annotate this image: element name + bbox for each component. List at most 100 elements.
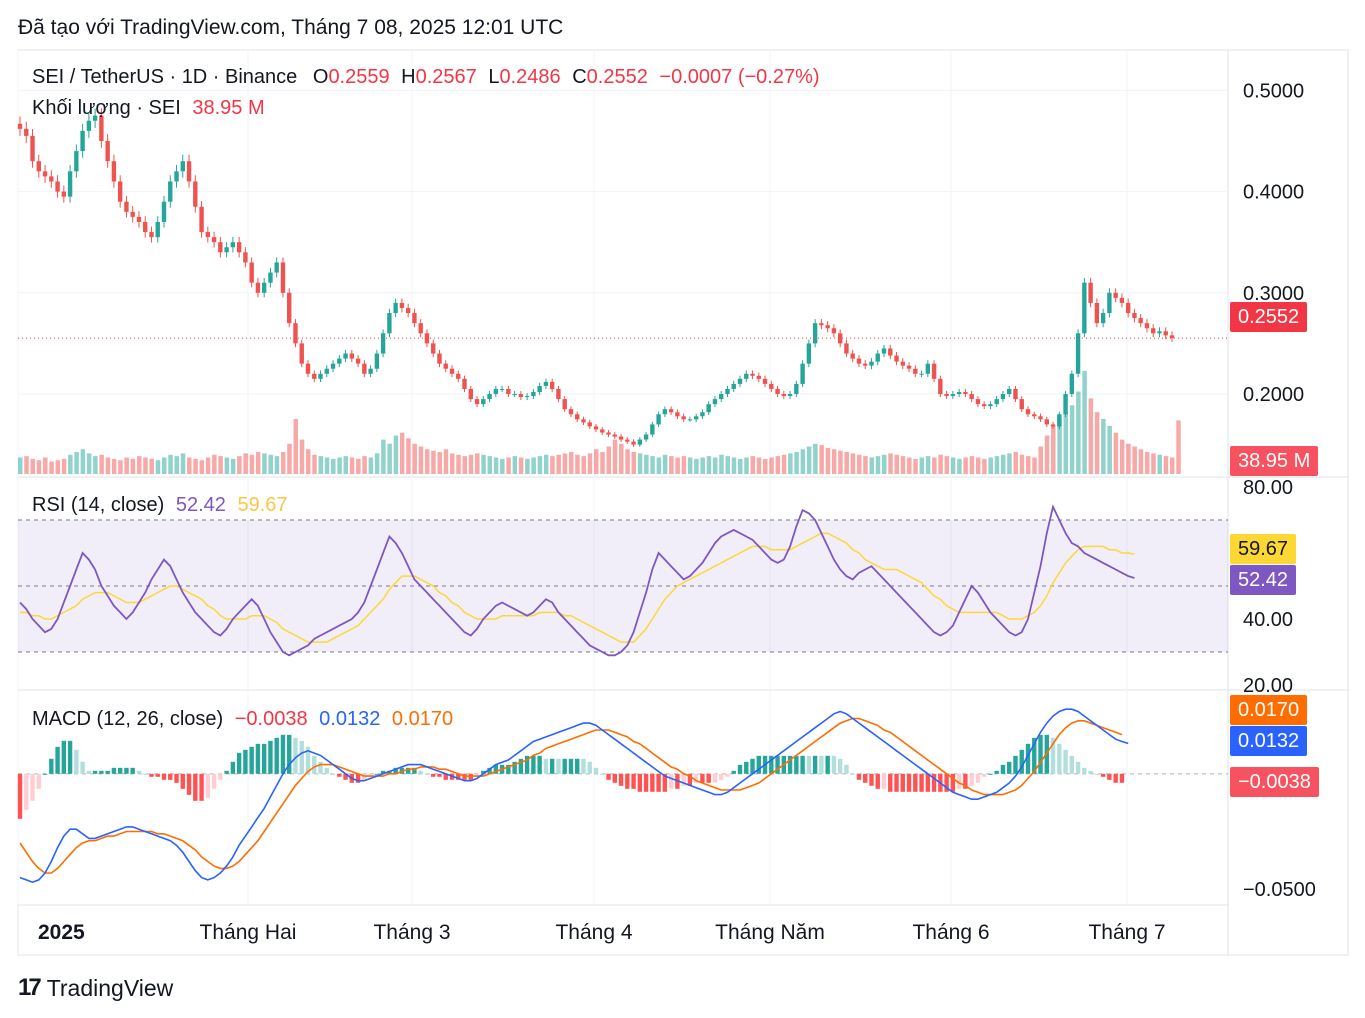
- candle-body: [643, 434, 649, 440]
- candle-body: [337, 358, 342, 364]
- candle-body: [543, 381, 549, 386]
- macd-histogram-bar: [261, 743, 267, 774]
- rsi-label[interactable]: RSI (14, close): [32, 494, 165, 516]
- volume-bar: [249, 454, 255, 474]
- candle-body: [1032, 414, 1037, 417]
- macd-histogram-bar: [919, 773, 924, 792]
- macd-tick-label: −0.0500: [1243, 879, 1316, 901]
- macd-histogram-bar: [80, 761, 85, 774]
- candle-body: [662, 409, 668, 415]
- volume-bar: [1101, 419, 1106, 474]
- volume-bar: [963, 457, 968, 474]
- volume-bar: [387, 443, 392, 474]
- volume-bar: [24, 456, 29, 474]
- macd-histogram-bar: [143, 773, 148, 775]
- macd-histogram-bar: [168, 773, 173, 780]
- candle-body: [305, 363, 311, 374]
- macd-label[interactable]: MACD (12, 26, close): [32, 708, 224, 730]
- macd-histogram-bar: [994, 770, 999, 774]
- candle-body: [606, 432, 611, 435]
- rsi-line: [19, 504, 1135, 657]
- candle-body: [24, 128, 29, 136]
- candle-body: [1057, 414, 1062, 427]
- volume-bar: [587, 453, 593, 474]
- volume-bar: [719, 454, 724, 474]
- macd-histogram-bar: [36, 773, 41, 789]
- candle-body: [587, 422, 592, 427]
- volume-bar: [650, 456, 655, 474]
- volume-bar: [149, 458, 154, 474]
- volume-label[interactable]: Khối lượng · SEI: [32, 97, 181, 119]
- macd-histogram-bar: [130, 767, 135, 774]
- macd-histogram-bar: [305, 746, 311, 774]
- volume-bar: [631, 452, 637, 474]
- candle-body: [130, 211, 135, 217]
- macd-histogram-bar: [174, 773, 179, 783]
- volume-bar: [550, 456, 555, 474]
- symbol-label[interactable]: SEI / TetherUS · 1D · Binance: [32, 66, 298, 88]
- volume-badge: 38.95 M: [1230, 446, 1319, 476]
- macd-histogram-bar: [850, 773, 855, 775]
- candle-body: [506, 388, 511, 395]
- macd-histogram-bar: [524, 755, 530, 774]
- volume-bar: [1088, 398, 1094, 474]
- macd-histogram-bar: [512, 761, 517, 774]
- macd-histogram-bar: [900, 773, 905, 792]
- volume-bar: [468, 454, 474, 474]
- candle-body: [143, 221, 148, 233]
- macd-histogram-bar: [456, 773, 461, 780]
- volume-bar: [224, 457, 230, 474]
- rsi-ma-value: 59.67: [237, 494, 288, 516]
- macd-histogram-bar: [1013, 755, 1018, 774]
- candle-body: [261, 282, 267, 293]
- candle-body: [1144, 323, 1150, 329]
- macd-histogram-bar: [869, 773, 874, 786]
- volume-bar: [324, 457, 330, 474]
- candle-body: [412, 313, 417, 324]
- candle-body: [287, 292, 292, 324]
- macd-histogram-bar: [756, 755, 761, 774]
- volume-bar: [1019, 454, 1025, 474]
- candle-body: [1063, 394, 1068, 415]
- macd-histogram-bar: [312, 755, 317, 774]
- volume-bar: [1132, 446, 1137, 474]
- volume-bar: [1082, 370, 1087, 474]
- volume-bar: [644, 454, 649, 474]
- candle-body: [512, 394, 517, 396]
- macd-histogram-bar: [412, 767, 417, 774]
- macd-histogram-bar: [299, 740, 304, 774]
- volume-bar: [938, 454, 943, 474]
- volume-bar: [212, 454, 217, 474]
- candle-body: [919, 373, 924, 375]
- volume-bar: [1094, 412, 1100, 474]
- macd-histogram-bar: [161, 773, 167, 780]
- macd-signal-badge: 0.0170: [1230, 695, 1308, 725]
- macd-histogram-bar: [1113, 773, 1118, 783]
- candle-body: [1138, 318, 1143, 324]
- volume-bar: [93, 456, 98, 474]
- candle-body: [881, 348, 887, 354]
- volume-bar: [568, 452, 574, 474]
- volume-bar: [30, 458, 36, 474]
- volume-bar: [274, 456, 280, 474]
- candle-body: [193, 181, 198, 207]
- candle-body: [524, 396, 530, 398]
- volume-bar: [1076, 391, 1081, 474]
- footer-brand[interactable]: TradingView: [46, 974, 174, 1001]
- volume-bar: [86, 453, 92, 474]
- candle-body: [518, 394, 524, 398]
- volume-value: 38.95 M: [192, 97, 265, 119]
- volume-bar: [662, 454, 668, 474]
- candle-body: [186, 161, 192, 182]
- macd-histogram-bar: [1032, 737, 1037, 774]
- macd-histogram-bar: [969, 773, 974, 786]
- volume-bar: [806, 446, 812, 474]
- candle-body: [362, 363, 367, 374]
- volume-bar: [337, 457, 342, 474]
- macd-histogram-bar: [274, 737, 279, 774]
- volume-bar: [788, 453, 793, 474]
- volume-bar: [562, 453, 568, 474]
- candle-body: [318, 373, 323, 379]
- macd-histogram-bar: [180, 773, 185, 789]
